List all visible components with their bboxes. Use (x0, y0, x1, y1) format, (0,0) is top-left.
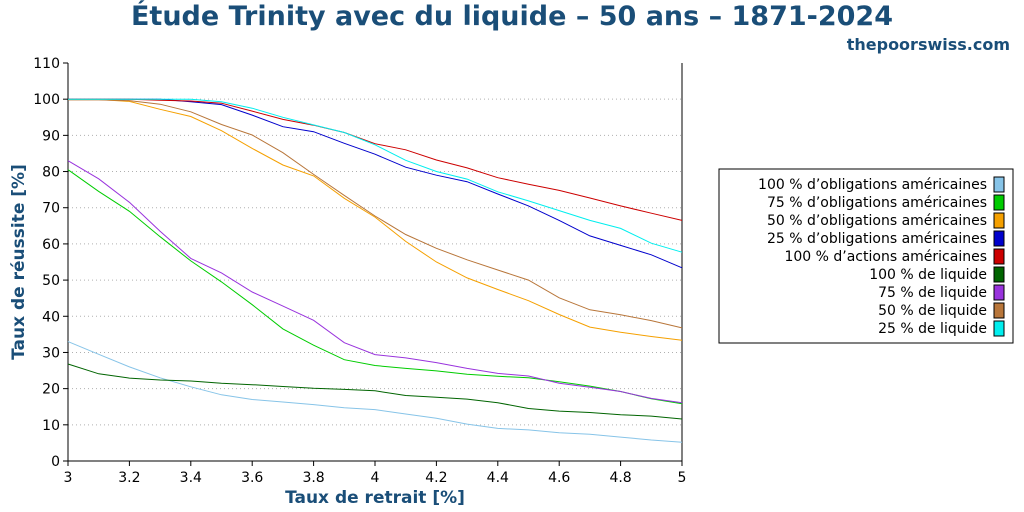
series-line (68, 98, 683, 221)
legend-swatch (993, 284, 1005, 301)
y-tick-label: 70 (42, 201, 60, 217)
x-tick-label: 3.2 (118, 470, 140, 486)
legend-swatch (993, 302, 1005, 319)
series-line (67, 341, 683, 443)
legend-swatch (993, 266, 1005, 283)
y-tick-label: 100 (33, 92, 60, 108)
series-line (68, 98, 683, 253)
legend: 100 % d’obligations américaines 75 % d’ob… (718, 168, 1014, 344)
site-name: thepoorswiss.com (846, 35, 1010, 54)
series-line (67, 160, 683, 404)
x-tick-label: 3.4 (180, 470, 202, 486)
legend-label: 50 % d’obligations américaines (767, 213, 987, 229)
y-tick-label: 0 (51, 454, 60, 470)
legend-label: 100 % d’actions américaines (784, 249, 987, 265)
legend-swatch (993, 212, 1005, 229)
legend-swatch (993, 194, 1005, 211)
series-line (68, 99, 683, 341)
y-tick-label: 10 (42, 418, 60, 434)
y-tick-label: 60 (42, 237, 60, 253)
legend-label: 100 % de liquide (869, 267, 987, 283)
legend-swatch (993, 320, 1005, 337)
legend-label: 75 % d’obligations américaines (767, 195, 987, 211)
legend-box (718, 168, 1014, 344)
series-line (68, 99, 683, 329)
x-tick-label: 5 (678, 470, 687, 486)
legend-label: 50 % de liquide (878, 303, 987, 319)
legend-label: 25 % d’obligations américaines (767, 231, 987, 247)
series-line (67, 169, 683, 405)
legend-label: 75 % de liquide (878, 285, 987, 301)
legend-swatch (993, 248, 1005, 265)
chart-title: Étude Trinity avec du liquide – 50 ans –… (130, 1, 894, 32)
legend-swatch (993, 230, 1005, 247)
x-tick-label: 3.6 (241, 470, 263, 486)
legend-label: 100 % d’obligations américaines (758, 177, 987, 193)
y-tick-label: 40 (42, 309, 60, 325)
y-axis-label: Taux de réussite [%] (9, 164, 29, 360)
x-tick-label: 4 (371, 470, 380, 486)
x-tick-label: 4.2 (425, 470, 447, 486)
y-tick-label: 20 (42, 382, 60, 398)
x-tick-label: 3.8 (302, 470, 324, 486)
y-tick-label: 30 (42, 345, 60, 361)
grid-lines (68, 98, 682, 426)
legend-label: 25 % de liquide (878, 321, 987, 337)
y-tick-label: 110 (33, 56, 60, 72)
x-axis-label: Taux de retrait [%] (285, 488, 465, 508)
legend-swatch (993, 176, 1005, 193)
series-line (68, 98, 683, 269)
axes: 0 10 20 30 40 50 60 70 80 90 100 110 3 3.2 3.4 3.6 3.8 4 4… (33, 56, 686, 486)
y-tick-label: 90 (42, 128, 60, 144)
series-line (67, 363, 683, 420)
x-tick-label: 4.6 (548, 470, 570, 486)
x-tick-label: 3 (64, 470, 73, 486)
y-tick-label: 50 (42, 273, 60, 289)
x-tick-label: 4.4 (487, 470, 509, 486)
series-lines (67, 98, 683, 443)
y-tick-label: 80 (42, 165, 60, 181)
x-tick-label: 4.8 (609, 470, 631, 486)
